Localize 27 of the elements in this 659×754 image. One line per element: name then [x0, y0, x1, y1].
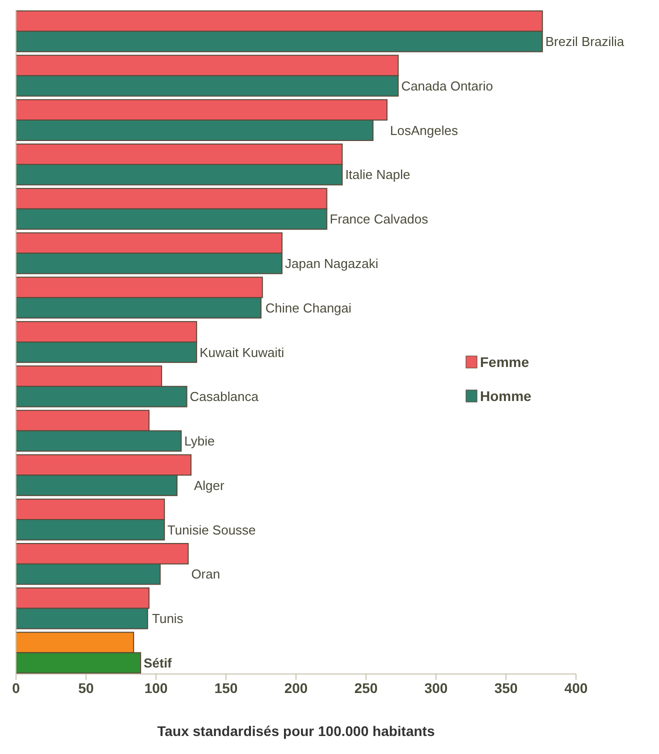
x-tick-label: 250 — [354, 680, 378, 696]
y-tick-label: Tunis — [152, 611, 184, 626]
x-tick-label: 150 — [214, 680, 238, 696]
x-tick-label: 50 — [78, 680, 94, 696]
y-tick-label: Lybie — [184, 434, 215, 449]
y-tick-label: Kuwait Kuwaiti — [200, 344, 284, 360]
x-tick-label: 350 — [494, 680, 518, 696]
y-tick-label: Tunisie Sousse — [167, 522, 256, 538]
y-tick-label: Brezil Brazilia — [545, 34, 625, 50]
y-tick-label: Oran — [191, 566, 220, 582]
y-tick-label: LosAngeles — [390, 122, 458, 138]
y-tick-label: Sétif — [144, 655, 172, 670]
x-tick-label: 300 — [424, 680, 448, 696]
legend-label: Homme — [480, 388, 532, 404]
legend-label: Femme — [480, 354, 530, 370]
y-tick-label: Japan Nagazaki — [285, 256, 378, 271]
y-tick-label: Italie Naple — [345, 167, 410, 182]
y-tick-label: France Calvados — [330, 212, 429, 227]
y-tick-label: Canada Ontario — [401, 78, 493, 94]
x-tick-label: 0 — [12, 680, 20, 696]
y-tick-label: Chine Changai — [265, 300, 352, 316]
y-tick-label: Alger — [194, 478, 226, 493]
x-tick-label: 200 — [284, 680, 308, 696]
x-tick-label: 400 — [564, 680, 588, 696]
y-tick-label: Casablanca — [190, 389, 260, 404]
x-axis-title: Taux standardisés pour 100.000 habitants — [157, 723, 435, 739]
x-tick-label: 100 — [144, 680, 168, 696]
